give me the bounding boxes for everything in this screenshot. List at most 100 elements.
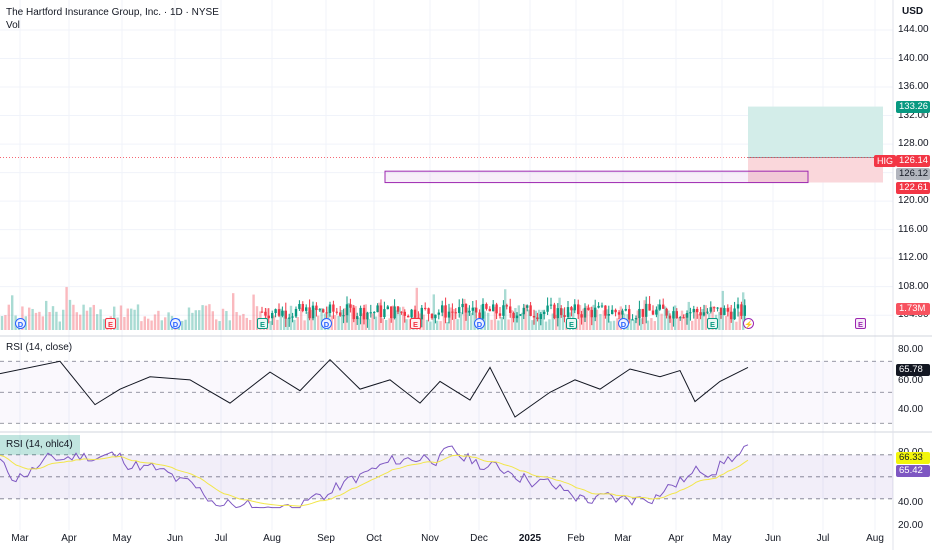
volume-bar	[697, 313, 701, 330]
candle-body	[468, 310, 471, 313]
volume-bar	[473, 307, 476, 330]
volume-bar	[592, 304, 595, 330]
volume-bar	[4, 315, 7, 330]
volume-bar	[504, 289, 507, 330]
volume-bar	[11, 295, 14, 330]
volume-bar	[133, 309, 136, 330]
earnings-event-icon[interactable]: E	[257, 318, 268, 329]
candle-body	[471, 307, 474, 311]
dividend-event-icon[interactable]: D	[618, 318, 629, 329]
volume-bar	[602, 310, 605, 330]
candle-body	[400, 311, 403, 313]
candle-body	[458, 307, 461, 313]
volume-bar	[72, 304, 75, 330]
candle-body	[485, 303, 488, 309]
volume-bar	[198, 310, 201, 330]
volume-bar	[612, 320, 616, 330]
price-tick: 128.00	[898, 138, 929, 150]
volume-bar	[99, 309, 102, 330]
volume-bar	[589, 307, 592, 330]
volume-bar	[527, 309, 531, 330]
volume-bar	[680, 310, 684, 330]
volume-bar	[119, 305, 123, 330]
earnings-event-icon[interactable]: E	[410, 318, 421, 329]
candle-body	[546, 305, 549, 312]
volume-bar	[415, 287, 418, 330]
candle-body	[658, 304, 661, 310]
volume-bar	[283, 310, 286, 330]
candle-body	[475, 307, 478, 313]
volume-bar	[38, 311, 41, 330]
volume-bar	[742, 292, 745, 330]
rsi1-line	[0, 358, 749, 418]
volume-bar	[643, 300, 646, 330]
time-tick: Apr	[61, 533, 77, 544]
time-tick: Mar	[614, 533, 632, 544]
earnings-event-icon[interactable]: E	[707, 318, 718, 329]
volume-bar	[364, 304, 367, 330]
volume-bar	[235, 312, 238, 330]
candle-body	[288, 317, 291, 319]
volume-bar	[449, 307, 452, 330]
dividend-event-icon[interactable]: D	[15, 318, 26, 329]
volume-bar	[718, 312, 721, 330]
volume-bar	[143, 316, 146, 330]
volume-bar	[300, 307, 303, 330]
volume-bar	[347, 302, 350, 330]
dividend-event-icon[interactable]: D	[474, 318, 485, 329]
volume-bar	[45, 300, 48, 330]
volume-bar	[215, 319, 218, 330]
volume-bar	[225, 311, 228, 330]
candle-body	[594, 307, 597, 318]
candle-body	[284, 310, 287, 319]
volume-bar	[517, 305, 520, 330]
volume-bar	[238, 315, 242, 330]
volume-bar	[130, 308, 133, 330]
rsi2-overbought-fill	[0, 435, 80, 455]
volume-bar	[28, 307, 31, 330]
volume-bar	[480, 304, 483, 330]
volume-bar	[558, 297, 561, 330]
earnings-event-icon[interactable]: E	[855, 318, 866, 329]
volume-bar	[357, 317, 361, 330]
time-tick: Aug	[263, 533, 281, 544]
candle-body	[390, 306, 393, 319]
volume-bar	[371, 313, 374, 330]
earnings-event-icon[interactable]: E	[566, 318, 577, 329]
candle-body	[519, 314, 522, 316]
volume-bar	[425, 319, 429, 330]
volume-bar	[126, 308, 129, 330]
resistance-box	[384, 170, 809, 184]
volume-bar	[136, 304, 140, 330]
time-tick: Sep	[317, 533, 335, 544]
volume-bar	[85, 310, 89, 330]
candle-body	[634, 318, 638, 320]
candle-body	[413, 309, 417, 318]
rsi2-ma-line	[0, 454, 749, 507]
candle-body	[696, 308, 699, 313]
candle-body	[679, 317, 682, 319]
candle-body	[369, 312, 372, 314]
volume-bar	[456, 319, 459, 330]
candle-body	[515, 315, 519, 319]
split-event-icon[interactable]: ⚡	[743, 318, 754, 329]
currency-label: USD	[902, 6, 924, 17]
volume-bar	[531, 320, 534, 330]
volume-bar	[721, 290, 724, 330]
dividend-event-icon[interactable]: D	[170, 318, 181, 329]
volume-bar	[660, 313, 663, 330]
volume-bar	[534, 310, 537, 330]
candle-body	[682, 317, 685, 319]
candle-body	[655, 309, 658, 315]
volume-bar	[116, 317, 119, 330]
candle-body	[723, 308, 726, 316]
volume-bar	[483, 311, 486, 330]
volume-bar	[422, 314, 425, 330]
volume-bar	[687, 301, 690, 330]
candle-body	[733, 308, 736, 320]
earnings-event-icon[interactable]: E	[105, 318, 116, 329]
dividend-event-icon[interactable]: D	[321, 318, 332, 329]
volume-bar	[65, 287, 68, 330]
candle-body	[386, 306, 389, 310]
